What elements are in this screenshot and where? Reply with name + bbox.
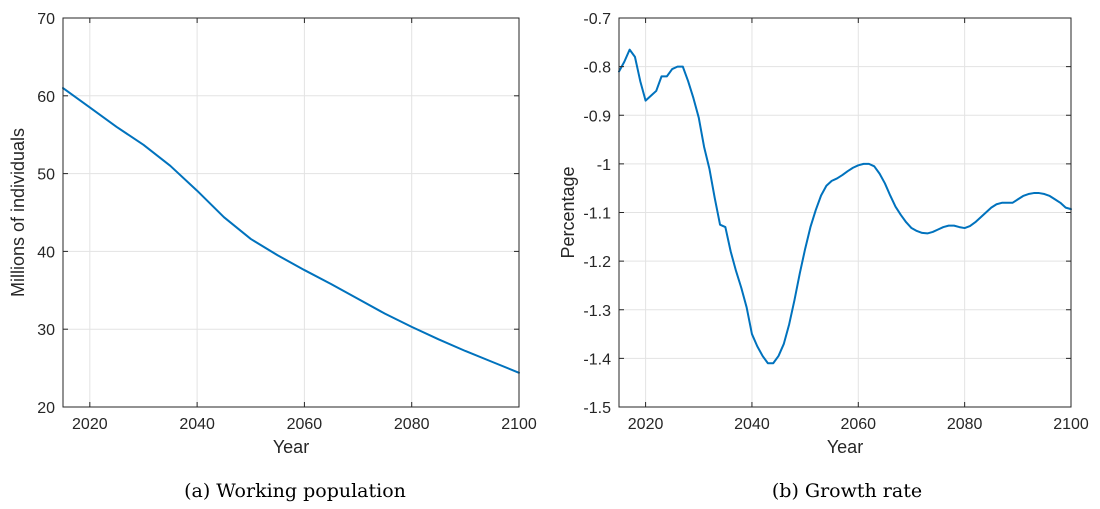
x-tick-label: 2020	[72, 416, 108, 433]
y-tick-label: 30	[37, 322, 55, 339]
y-axis-label: Percentage	[558, 166, 578, 258]
y-tick-label: -1	[597, 157, 611, 174]
caption-growth-rate: (b) Growth rate	[772, 480, 922, 502]
y-tick-label: -0.7	[583, 11, 611, 28]
x-tick-label: 2020	[628, 416, 664, 433]
y-tick-label: 50	[37, 167, 55, 184]
x-tick-label: 2060	[840, 416, 876, 433]
x-axis-label: Year	[827, 437, 863, 457]
chart-working-population: 2020 2040 2060 2080 2100 20 30 40 50 60 70 Year Mill…	[8, 11, 537, 457]
x-tick-label: 2080	[394, 416, 430, 433]
y-tick-label: -1.5	[583, 400, 611, 417]
y-tick-label: -1.4	[583, 351, 611, 368]
chart-growth-rate: 2020 2040 2060 2080 2100 -1.5 -1.4 -1.3 -1.2 -1.1…	[558, 11, 1089, 457]
x-tick-label: 2100	[1053, 416, 1089, 433]
y-tick-label: -0.9	[583, 108, 611, 125]
plot-area	[63, 18, 519, 407]
y-tick-label: -1.2	[583, 254, 611, 271]
x-tick-label: 2040	[734, 416, 770, 433]
y-tick-label: 20	[37, 400, 55, 417]
y-tick-label: -0.8	[583, 60, 611, 77]
x-tick-label: 2060	[287, 416, 323, 433]
x-tick-label: 2100	[501, 416, 537, 433]
y-tick-label: 60	[37, 89, 55, 106]
x-axis-label: Year	[273, 437, 309, 457]
y-tick-label: -1.3	[583, 303, 611, 320]
y-tick-label: -1.1	[583, 206, 611, 223]
x-tick-label: 2080	[947, 416, 983, 433]
series-line	[618, 48, 1072, 365]
axes-box	[62, 17, 520, 408]
caption-working-population: (a) Working population	[184, 480, 406, 502]
x-tick-label: 2040	[179, 416, 215, 433]
y-axis-label: Millions of individuals	[8, 128, 28, 297]
y-tick-label: 70	[37, 11, 55, 28]
y-tick-label: 40	[37, 244, 55, 261]
series-line	[62, 87, 520, 374]
